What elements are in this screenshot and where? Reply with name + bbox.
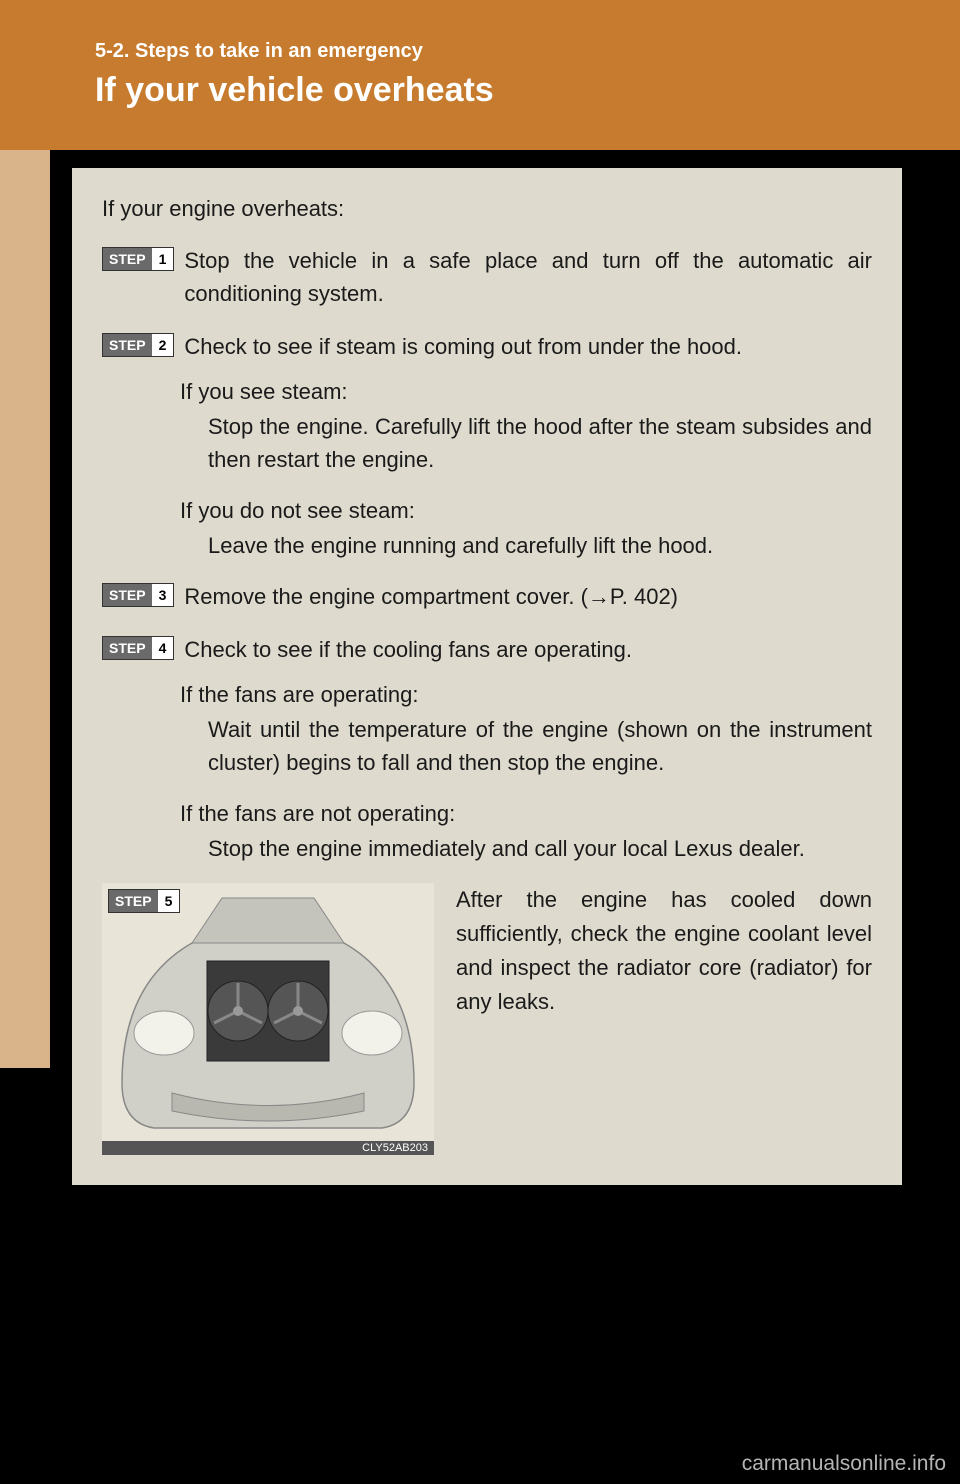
step-num: 3 (152, 584, 174, 606)
intro-line: If your engine overheats: (102, 196, 872, 222)
step-5-text: After the engine has cooled down suffici… (456, 883, 872, 1155)
sub-body: Wait until the temperature of the engine… (180, 713, 872, 779)
step-word: STEP (109, 890, 158, 912)
step-badge-1: STEP 1 (102, 247, 174, 271)
sub-heading: If you do not see steam: (180, 494, 872, 527)
step-1: STEP 1 Stop the vehicle in a safe place … (102, 244, 872, 310)
engine-figure: STEP 5 (102, 883, 434, 1155)
step-4: STEP 4 Check to see if the cooling fans … (102, 633, 872, 666)
step-4-sub-1: If the fans are operating: Wait until th… (180, 678, 872, 779)
sub-body: Stop the engine. Carefully lift the hood… (180, 410, 872, 476)
step-word: STEP (103, 584, 152, 606)
step-4-text: Check to see if the cooling fans are ope… (184, 633, 632, 666)
step-badge-5: STEP 5 (108, 889, 180, 913)
sub-heading: If the fans are operating: (180, 678, 872, 711)
step-badge-2: STEP 2 (102, 333, 174, 357)
step-3: STEP 3 Remove the engine compartment cov… (102, 580, 872, 613)
page-title: If your vehicle overheats (95, 71, 960, 110)
step-num: 4 (152, 637, 174, 659)
step-2-sub-1: If you see steam: Stop the engine. Caref… (180, 375, 872, 476)
header-band: 5-2. Steps to take in an emergency If yo… (0, 0, 960, 150)
step-badge-3: STEP 3 (102, 583, 174, 607)
car-engine-illustration (102, 883, 434, 1141)
content-box: If your engine overheats: STEP 1 Stop th… (72, 168, 902, 1185)
step-word: STEP (103, 637, 152, 659)
step-word: STEP (103, 248, 152, 270)
step-2-text: Check to see if steam is coming out from… (184, 330, 742, 363)
left-margin-bar (0, 150, 50, 1068)
sub-body: Stop the engine immediately and call you… (180, 832, 872, 865)
step-2-sub-2: If you do not see steam: Leave the engin… (180, 494, 872, 562)
step-num: 1 (152, 248, 174, 270)
section-label: 5-2. Steps to take in an emergency (95, 40, 960, 63)
step-3-text: Remove the engine compartment cover. (→P… (184, 580, 678, 613)
sub-heading: If the fans are not operating: (180, 797, 872, 830)
step-1-text: Stop the vehicle in a safe place and tur… (184, 244, 872, 310)
sub-body: Leave the engine running and carefully l… (180, 529, 872, 562)
step-badge-4: STEP 4 (102, 636, 174, 660)
step-num: 2 (152, 334, 174, 356)
step-num: 5 (158, 890, 180, 912)
watermark: carmanualsonline.info (742, 1452, 946, 1476)
step-5: STEP 5 (102, 883, 872, 1155)
step-4-sub-2: If the fans are not operating: Stop the … (180, 797, 872, 865)
step-word: STEP (103, 334, 152, 356)
figure-caption: CLY52AB203 (102, 1141, 434, 1155)
sub-heading: If you see steam: (180, 375, 872, 408)
step-2: STEP 2 Check to see if steam is coming o… (102, 330, 872, 363)
